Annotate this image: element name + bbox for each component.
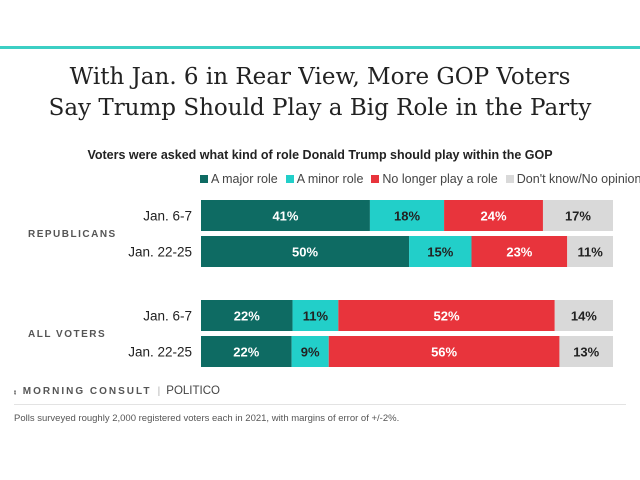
data-label: 14% [571, 309, 597, 324]
data-label: 11% [303, 309, 329, 324]
chart-title: With Jan. 6 in Rear View, More GOP Voter… [0, 62, 640, 124]
data-label: 23% [506, 245, 532, 260]
bar-segment [369, 200, 445, 231]
legend-label: A minor role [296, 172, 364, 186]
legend-swatch [505, 175, 514, 183]
group-label: REPUBLICANS [28, 229, 117, 240]
data-label: 50% [292, 245, 318, 260]
row-label: Jan. 22-25 [128, 345, 192, 360]
data-label: 52% [434, 309, 460, 324]
bar-segment [201, 300, 293, 331]
bar-segment [444, 200, 543, 231]
bar-segment [328, 336, 560, 367]
data-label: 13% [573, 345, 599, 360]
bar-segment [291, 336, 329, 367]
row-label: Jan. 22-25 [128, 245, 192, 260]
data-label: 11% [577, 245, 603, 260]
bar-segment [559, 336, 613, 367]
bar-segment [567, 236, 613, 267]
data-label: 9% [301, 345, 320, 360]
accent-line [0, 46, 640, 49]
bar-segment [201, 236, 410, 267]
title-line-1: With Jan. 6 in Rear View, More GOP Voter… [69, 64, 571, 90]
data-label: 41% [272, 209, 298, 224]
brand-name: MORNING CONSULT [22, 386, 152, 397]
divider [14, 404, 626, 405]
legend-item: Don't know/No opinion [505, 172, 640, 186]
bar-segment [409, 236, 472, 267]
chart-subtitle: Voters were asked what kind of role Dona… [87, 148, 553, 162]
data-label: 56% [431, 345, 457, 360]
legend: A major role A minor role No longer play a… [200, 172, 640, 186]
data-label: 22% [234, 309, 260, 324]
data-label: 18% [394, 209, 420, 224]
legend-item: A minor role [285, 172, 364, 186]
title-line-2: Say Trump Should Play a Big Role in the … [48, 95, 592, 121]
bar-segment [201, 200, 370, 231]
bar-segment [471, 236, 568, 267]
footer-logo: ⨾ MORNING CONSULT | POLITICO [14, 385, 220, 397]
data-label: 24% [481, 209, 507, 224]
legend-label: Don't know/No opinion [516, 172, 640, 186]
bar-segment [201, 336, 292, 367]
legend-label: A major role [211, 172, 278, 186]
bar-segment [554, 300, 613, 331]
group-label: ALL VOTERS [28, 329, 106, 340]
legend-label: No longer play a role [382, 172, 498, 186]
footnote: Polls surveyed roughly 2,000 registered … [14, 413, 400, 424]
legend-item: No longer play a role [371, 172, 498, 186]
data-label: 15% [427, 245, 453, 260]
legend-swatch [285, 175, 294, 183]
row-label: Jan. 6-7 [143, 309, 192, 324]
partner-name: POLITICO [166, 385, 220, 397]
bar-segment [338, 300, 555, 331]
row-label: Jan. 6-7 [143, 209, 192, 224]
legend-swatch [371, 175, 380, 183]
legend-item: A major role [200, 172, 278, 186]
bar-segment [292, 300, 339, 331]
legend-swatch [200, 175, 208, 183]
bar-segment [542, 200, 613, 231]
data-label: 17% [565, 209, 591, 224]
data-label: 22% [233, 345, 259, 360]
morning-consult-logo-icon: ⨾ [14, 386, 18, 397]
